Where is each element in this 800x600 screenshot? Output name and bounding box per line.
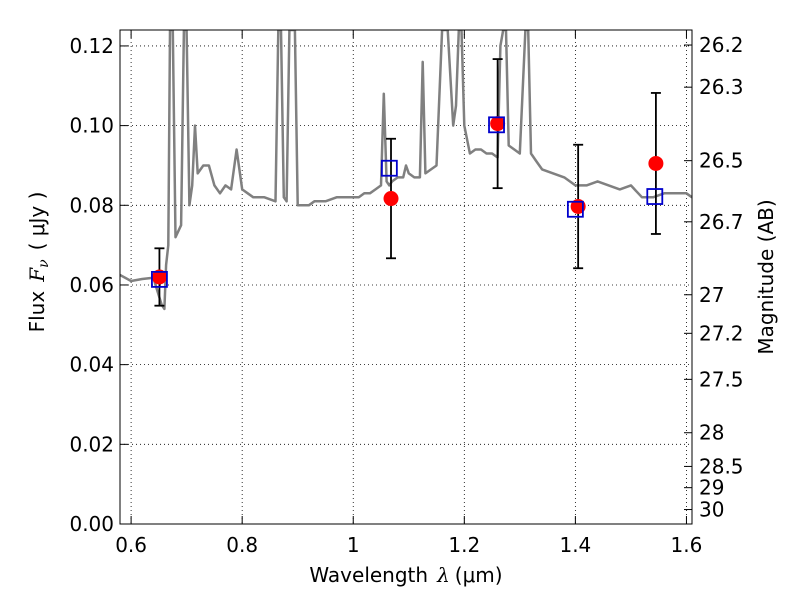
x-tick-label: 0.8 <box>226 533 258 557</box>
y-tick-label: 0.08 <box>69 193 114 217</box>
secondary-y-axis-label: Magnitude (AB) <box>754 199 778 354</box>
y-tick-label: 0.12 <box>69 34 114 58</box>
observed-points-layer <box>151 116 664 285</box>
plot-frame <box>119 29 693 525</box>
mag-tick-label: 27.2 <box>699 321 744 345</box>
x-tick-label: 0.6 <box>115 533 147 557</box>
axis-ticks: 0.6 0.8 1 1.2 1.4 1.6 0.00 0.02 0.04 0.06 0.08 0.10… <box>69 30 744 557</box>
x-axis-label: Wavelength λ (μm) <box>309 563 502 587</box>
y-tick-label: 0.10 <box>69 114 114 138</box>
mag-tick-label: 30 <box>699 498 724 522</box>
model-photometry-square <box>380 159 398 177</box>
y-tick-label: 0.02 <box>69 432 114 456</box>
mag-tick-label: 27 <box>699 283 724 307</box>
y-tick-label: 0.06 <box>69 273 114 297</box>
mag-tick-label: 26.5 <box>699 149 744 173</box>
model-spectrum-line <box>120 30 692 311</box>
model-spectrum-layer <box>120 30 692 311</box>
observed-flux-point <box>570 198 586 214</box>
x-tick-label: 1.2 <box>448 533 480 557</box>
observed-flux-point <box>383 191 399 207</box>
mag-tick-label: 28 <box>699 421 724 445</box>
x-tick-label: 1 <box>347 533 360 557</box>
y-tick-label: 0.00 <box>69 512 114 536</box>
y-axis-label: FluxFν( μJy ) <box>25 192 52 333</box>
mag-tick-label: 26.7 <box>699 210 744 234</box>
error-bars-layer <box>154 58 661 307</box>
mag-tick-label: 26.3 <box>699 75 744 99</box>
x-tick-label: 1.4 <box>559 533 591 557</box>
model-photometry-square <box>151 270 168 288</box>
x-tick-label: 1.6 <box>671 533 703 557</box>
observed-flux-point <box>648 155 664 171</box>
model-photometry-layer <box>151 116 664 288</box>
y-tick-label: 0.04 <box>69 353 114 377</box>
grid-lines <box>120 30 692 525</box>
model-photometry-square <box>566 200 584 218</box>
mag-tick-label: 28.5 <box>699 454 744 478</box>
observed-flux-point <box>151 269 167 285</box>
mag-tick-label: 27.5 <box>699 367 744 391</box>
mag-tick-label: 29 <box>699 476 724 500</box>
mag-tick-label: 26.2 <box>699 33 744 57</box>
model-photometry-square <box>646 188 664 205</box>
observed-flux-point <box>490 116 506 132</box>
model-photometry-square <box>488 116 505 134</box>
